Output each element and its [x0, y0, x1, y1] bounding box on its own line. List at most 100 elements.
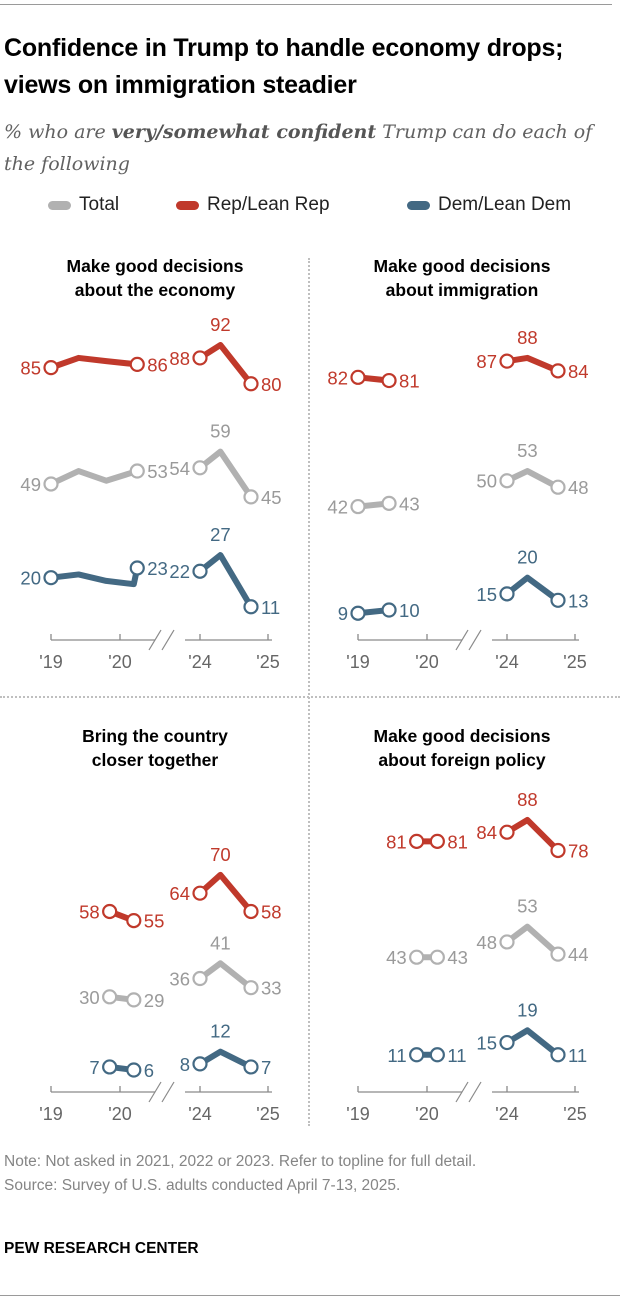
data-label-rep: 81	[399, 371, 420, 392]
x-tick-label: '24	[188, 1104, 211, 1124]
panel-title-line: about the economy	[75, 280, 236, 300]
data-point-marker-total	[126, 992, 142, 1008]
data-point-marker-rep	[550, 363, 566, 379]
data-label-dem: 11	[387, 1045, 406, 1066]
data-point-marker-dem	[550, 592, 566, 608]
data-point-marker-rep	[350, 369, 366, 385]
data-point-marker-rep	[409, 833, 425, 849]
data-label-rep: 80	[261, 374, 282, 395]
chart-panel-3: Bring the country closer together '19 '20 '2…	[39, 726, 281, 1124]
data-label-dem: 12	[210, 1021, 231, 1042]
data-label-rep: 92	[210, 314, 231, 335]
panel-title-line: Make good decisions	[67, 256, 244, 276]
data-point-marker-dem	[243, 1059, 259, 1075]
data-label-total: 36	[169, 969, 190, 990]
panel-title-line: Bring the country	[82, 726, 228, 746]
data-point-marker-rep	[550, 842, 566, 859]
panel-title-line: about foreign policy	[378, 750, 545, 770]
series-line-rep	[48, 354, 141, 371]
data-point-marker-rep	[429, 833, 445, 849]
legend-swatch-total	[48, 200, 71, 210]
x-tick-label: '25	[256, 1104, 279, 1124]
x-tick-label: '20	[415, 652, 438, 672]
data-label-dem: 27	[210, 524, 231, 545]
chart-panel-1: Make good decisions about the economy '19 '…	[20, 256, 281, 672]
data-label-total: 41	[210, 932, 231, 953]
data-label-dem: 9	[338, 603, 348, 624]
data-label-total: 48	[568, 477, 589, 498]
legend-item-rep: Rep/Lean Rep	[176, 194, 330, 216]
data-point-marker-dem	[381, 602, 397, 618]
data-label-total: 49	[20, 474, 41, 495]
data-point-marker-rep	[102, 903, 118, 920]
series-line-rep	[197, 871, 254, 915]
legend: Total Rep/Lean Rep Dem/Lean Dem	[0, 194, 620, 220]
series-line-dem	[197, 552, 254, 610]
data-point-marker-dem	[192, 1056, 208, 1072]
chart-panel-4: Make good decisions about foreign policy '…	[346, 726, 588, 1124]
x-tick-label: '19	[346, 652, 369, 672]
data-label-total: 54	[169, 458, 190, 479]
data-point-marker-dem	[409, 1047, 425, 1063]
data-point-marker-rep	[243, 903, 259, 920]
data-point-marker-total	[550, 479, 566, 495]
x-tick-label: '20	[108, 652, 131, 672]
data-label-total: 48	[476, 932, 497, 953]
data-point-marker-total	[499, 934, 515, 950]
data-point-marker-dem	[243, 599, 259, 615]
panel-title-line: Make good decisions	[374, 256, 551, 276]
data-point-marker-total	[192, 460, 208, 476]
data-point-marker-rep	[129, 356, 145, 372]
data-point-marker-total	[43, 476, 59, 492]
data-point-marker-total	[243, 489, 259, 505]
data-point-marker-rep	[43, 360, 59, 376]
data-point-marker-dem	[126, 1062, 142, 1078]
data-label-rep: 55	[144, 911, 165, 932]
brand-logo-text: PEW RESEARCH CENTER	[4, 1240, 199, 1257]
footnotes: Note: Not asked in 2021, 2022 or 2023. R…	[4, 1150, 604, 1198]
data-point-marker-total	[550, 946, 566, 962]
x-tick-label: '24	[495, 1104, 518, 1124]
series-line-dem	[504, 574, 561, 604]
data-label-rep: 88	[517, 789, 538, 810]
data-label-total: 45	[261, 487, 282, 508]
data-label-dem: 20	[517, 547, 538, 568]
legend-swatch-dem	[407, 200, 430, 210]
data-label-total: 43	[447, 947, 468, 968]
panel-divider-vertical	[308, 258, 310, 1126]
data-label-dem: 10	[399, 600, 420, 621]
data-point-marker-dem	[550, 1047, 566, 1063]
bottom-rule	[0, 1295, 620, 1296]
series-line-rep	[504, 817, 561, 854]
chart-panel-2: Make good decisions about immigration '19 '…	[327, 256, 588, 672]
data-point-marker-rep	[499, 353, 515, 369]
data-label-rep: 84	[476, 822, 497, 843]
x-tick-label: '25	[563, 1104, 586, 1124]
data-label-total: 43	[399, 493, 420, 514]
axis-break-mark	[468, 1081, 482, 1103]
chart-subtitle: % who are very/somewhat confident Trump …	[4, 116, 614, 180]
data-label-dem: 20	[20, 568, 41, 589]
data-label-dem: 13	[568, 590, 589, 611]
data-point-marker-total	[192, 970, 208, 987]
series-line-total	[504, 923, 561, 958]
axis-break-mark	[161, 629, 175, 651]
data-label-rep: 58	[79, 901, 100, 922]
source-text: Source: Survey of U.S. adults conducted …	[4, 1177, 401, 1194]
data-point-marker-total	[102, 989, 118, 1005]
legend-item-total: Total	[48, 194, 119, 216]
data-label-rep: 87	[476, 351, 497, 372]
data-label-rep: 64	[169, 883, 190, 904]
data-point-marker-dem	[429, 1047, 445, 1063]
x-tick-label: '25	[563, 652, 586, 672]
data-label-rep: 84	[568, 361, 589, 382]
data-label-total: 29	[144, 990, 165, 1011]
data-label-dem: 19	[517, 999, 538, 1020]
data-point-marker-total	[429, 949, 445, 965]
series-line-total	[197, 448, 254, 500]
panel-divider-horizontal	[0, 696, 620, 698]
series-line-dem	[504, 1027, 561, 1058]
data-label-rep: 88	[517, 327, 538, 348]
x-tick-label: '24	[495, 652, 518, 672]
